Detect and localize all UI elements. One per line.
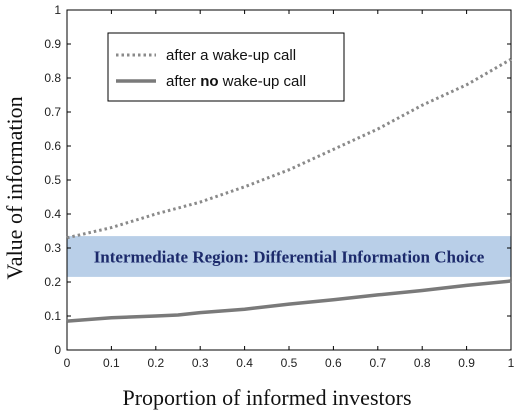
y-tick-label: 0.7 [44,105,61,119]
x-tick-label: 0.4 [236,356,253,370]
x-axis-label: Proportion of informed investors [122,385,411,410]
y-axis-label: Value of information [2,96,27,279]
legend-label-1: after no wake-up call [166,73,306,90]
series-line-0 [66,57,512,240]
axes-layer: 0 0.1 0.2 0.3 0.4 0.5 0.6 0.7 0.8 0.9 1 0 0.1 0.2 0.3 0… [44,3,514,370]
y-tick-label: 0 [54,343,61,357]
y-tick-label: 0.3 [44,241,61,255]
region-layer: Intermediate Region: Differential Inform… [67,236,511,277]
x-tick-label: 1 [508,356,515,370]
x-tick-label: 0.5 [281,356,298,370]
x-tick-label: 0.7 [369,356,386,370]
legend-label-0: after a wake-up call [166,47,296,64]
x-tick-label: 0.6 [325,356,342,370]
x-tick-label: 0 [64,356,71,370]
x-tick-label: 0.1 [103,356,120,370]
y-tick-label: 0.1 [44,309,61,323]
y-tick-label: 0.6 [44,139,61,153]
intermediate-region-label: Intermediate Region: Differential Inform… [94,248,485,267]
y-tick-label: 1 [54,3,61,17]
y-tick-label: 0.5 [44,173,61,187]
y-tick-label: 0.4 [44,207,61,221]
x-tick-label: 0.2 [147,356,164,370]
y-tick-label: 0.2 [44,275,61,289]
series-layer [66,57,512,323]
x-tick-label: 0.3 [192,356,209,370]
x-tick-label: 0.9 [458,356,475,370]
x-tick-label: 0.8 [414,356,431,370]
legend-box [107,32,345,102]
y-tick-label: 0.8 [44,71,61,85]
y-tick-label: 0.9 [44,37,61,51]
intermediate-region-band [67,236,511,277]
series-line-1 [66,279,512,323]
legend: after a wake-up call after no wake-up cal… [107,32,345,102]
